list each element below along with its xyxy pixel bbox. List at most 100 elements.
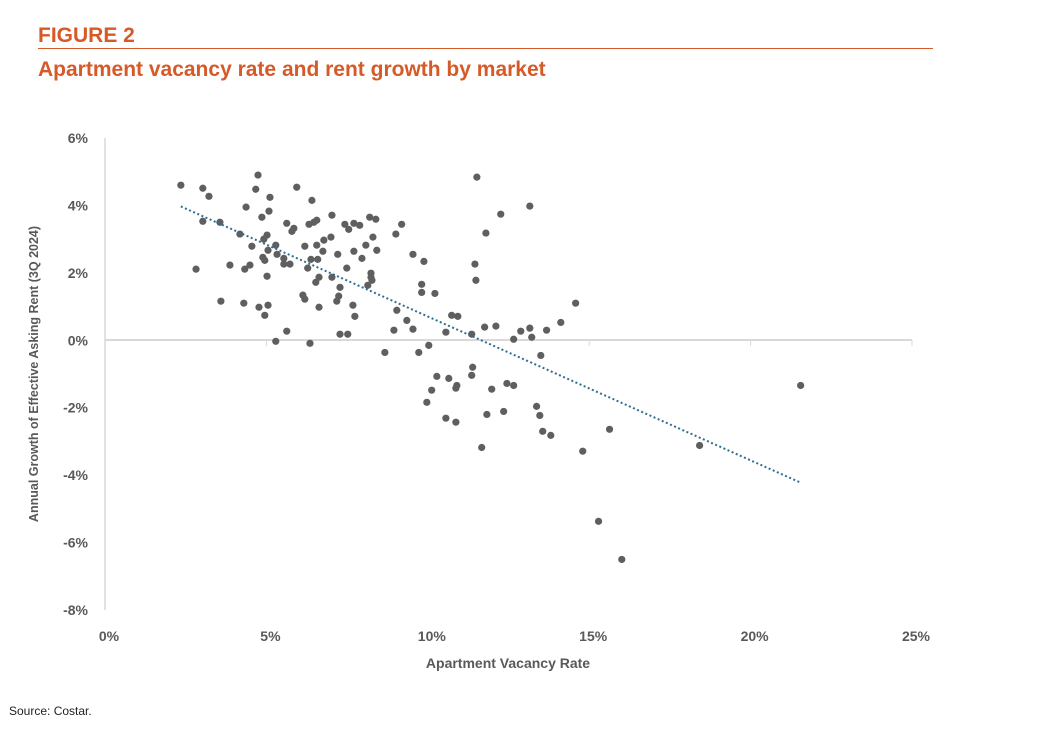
data-point [425, 341, 433, 349]
data-point [695, 441, 704, 450]
data-point [261, 311, 269, 319]
data-point [265, 207, 273, 215]
data-point [341, 220, 349, 228]
data-point [272, 241, 280, 249]
data-point [327, 233, 335, 241]
data-point [199, 217, 207, 225]
data-point [344, 330, 352, 338]
data-point [468, 371, 476, 379]
data-point [372, 215, 380, 223]
data-point [368, 276, 376, 284]
data-point [248, 242, 256, 250]
data-point [454, 312, 462, 320]
x-tick-label: 10% [418, 628, 447, 644]
data-point [536, 411, 544, 420]
data-point [373, 246, 381, 254]
data-point [473, 173, 481, 181]
data-point [313, 241, 321, 249]
data-point [315, 273, 323, 281]
data-point [199, 184, 207, 192]
x-tick-label: 15% [579, 628, 608, 644]
data-point [336, 283, 344, 291]
data-point [306, 339, 314, 347]
data-point [442, 414, 450, 422]
data-point [517, 327, 525, 335]
data-point [478, 443, 486, 452]
x-tick-label: 5% [260, 628, 281, 644]
data-point [369, 233, 377, 241]
data-point [433, 372, 441, 380]
data-point [393, 306, 401, 314]
data-point [217, 297, 225, 305]
figure-title: Apartment vacancy rate and rent growth b… [38, 58, 546, 81]
x-tick-label: 0% [99, 628, 120, 644]
data-point [398, 220, 406, 228]
data-point [528, 333, 536, 341]
data-point [481, 323, 489, 331]
data-point [428, 386, 436, 394]
data-point [286, 260, 294, 268]
data-point [246, 261, 254, 269]
data-point [314, 255, 322, 263]
data-point [293, 183, 301, 191]
data-point [273, 250, 281, 258]
data-point [358, 254, 366, 262]
data-point [472, 276, 480, 284]
data-point [594, 517, 603, 525]
data-point [537, 351, 545, 360]
data-point [420, 257, 428, 265]
data-point [471, 260, 479, 268]
data-point [313, 216, 321, 224]
x-axis-label: Apartment Vacancy Rate [426, 655, 590, 671]
data-point [452, 384, 460, 392]
data-point [328, 211, 336, 219]
data-point [351, 312, 359, 320]
data-point [431, 289, 439, 298]
data-point [469, 363, 477, 371]
data-point [497, 210, 505, 218]
data-point [539, 427, 547, 435]
data-point [283, 219, 291, 227]
data-point [392, 230, 400, 238]
data-point [258, 213, 266, 221]
data-point [572, 299, 580, 307]
data-point [448, 311, 456, 319]
data-point [242, 203, 250, 211]
data-point [177, 181, 185, 189]
data-point [261, 256, 269, 264]
data-point [510, 335, 518, 343]
data-point [280, 260, 288, 268]
data-point [205, 192, 213, 200]
y-tick-label: 4% [68, 197, 89, 213]
data-point [500, 407, 508, 416]
data-point [336, 330, 344, 338]
x-tick-label: 20% [741, 628, 770, 644]
data-point [334, 250, 342, 258]
data-point [483, 410, 491, 419]
data-point [482, 229, 490, 237]
data-point [492, 322, 500, 330]
data-point [418, 288, 426, 297]
x-tick-label: 25% [902, 628, 931, 644]
data-point [442, 328, 450, 336]
y-axis-label: Annual Growth of Effective Asking Rent (… [27, 226, 41, 522]
y-tick-label: 6% [68, 130, 89, 146]
data-point [526, 202, 534, 210]
data-point [542, 326, 551, 334]
data-point [390, 326, 398, 334]
data-point [381, 348, 389, 357]
y-tick-label: 2% [68, 265, 89, 281]
data-point [304, 264, 312, 272]
data-point [308, 196, 316, 204]
data-point [579, 447, 587, 455]
data-point [409, 250, 417, 258]
data-point [283, 327, 291, 335]
data-point [350, 219, 358, 227]
data-point [423, 398, 431, 406]
figure-label: FIGURE 2 [38, 24, 135, 47]
y-tick-label: -2% [63, 400, 88, 416]
data-point [343, 264, 351, 272]
data-point [345, 225, 353, 233]
